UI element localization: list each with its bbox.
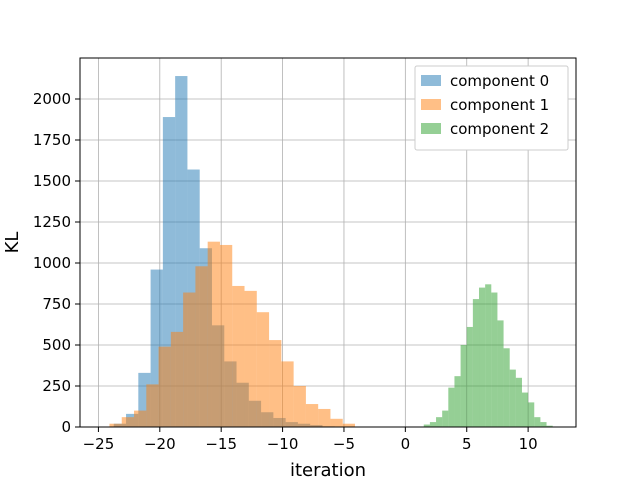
legend-swatch <box>421 75 441 86</box>
histogram-bar <box>528 402 535 427</box>
y-tick-label: 1250 <box>33 213 71 231</box>
series-1 <box>109 241 356 427</box>
legend-label: component 2 <box>450 120 549 138</box>
histogram-bar <box>232 285 245 427</box>
histogram-bar <box>460 345 467 427</box>
y-tick-label: 750 <box>42 295 71 313</box>
legend-swatch <box>421 99 441 110</box>
histogram-bar <box>330 418 343 427</box>
y-tick-label: 1750 <box>33 131 71 149</box>
y-tick-label: 250 <box>42 377 71 395</box>
series-2 <box>423 284 559 427</box>
histogram-bar <box>318 408 331 427</box>
y-tick-label: 1500 <box>33 172 71 190</box>
histogram-bar <box>195 266 208 427</box>
histogram-bar <box>429 422 437 427</box>
histogram-bar <box>183 292 196 427</box>
histogram-bar <box>244 290 257 427</box>
histogram-bar <box>207 241 220 427</box>
histogram-bar <box>509 369 516 427</box>
histogram-bar <box>146 384 159 427</box>
histogram-bar <box>515 377 522 427</box>
histogram-bar <box>121 417 135 427</box>
histogram-bar <box>134 410 147 427</box>
legend-item: component 2 <box>421 120 549 138</box>
histogram-bar <box>540 422 547 427</box>
legend-box <box>414 65 569 151</box>
y-axis-label: KL <box>2 232 23 254</box>
histogram-bar <box>423 424 430 427</box>
y-tick-label: 0 <box>61 418 71 436</box>
histogram-bar <box>436 417 443 427</box>
histogram-bar <box>170 331 184 427</box>
histogram-bar <box>305 404 319 427</box>
histogram-bar <box>281 361 294 427</box>
histogram-bar <box>546 425 553 427</box>
x-tick-label: 5 <box>462 435 472 453</box>
histogram-bar <box>534 417 541 427</box>
y-tick-label: 2000 <box>33 90 71 108</box>
x-tick-label: −20 <box>144 435 176 453</box>
y-tick-label: 1000 <box>33 254 71 272</box>
histogram-bars <box>109 76 559 427</box>
histogram-bar <box>491 292 498 427</box>
histogram-bar <box>454 376 461 427</box>
histogram-bar <box>503 348 510 427</box>
legend-swatch <box>421 123 441 134</box>
legend-item: component 1 <box>421 96 549 114</box>
y-axis-ticks: 0 250 500 750 1000 1250 1500 1750 2000 <box>33 90 80 436</box>
histogram-bar <box>342 423 356 427</box>
histogram-bar <box>485 284 492 427</box>
histogram-bar <box>442 410 449 427</box>
histogram-bar <box>219 244 233 427</box>
x-axis-ticks: −25 −20 −15 −10 −5 0 5 10 <box>83 427 538 453</box>
x-tick-label: −5 <box>333 435 355 453</box>
histogram-bar <box>109 423 122 427</box>
histogram-bar <box>448 387 455 427</box>
histogram-bar <box>521 392 529 427</box>
histogram-bar <box>497 320 504 427</box>
histogram-bar <box>158 346 171 427</box>
y-tick-label: 500 <box>42 336 71 354</box>
legend-item: component 0 <box>421 72 549 90</box>
histogram-bar <box>472 299 480 427</box>
legend: component 0 component 1 component 2 <box>414 65 569 151</box>
x-tick-label: 10 <box>519 435 538 453</box>
x-axis-label: iteration <box>290 460 366 480</box>
x-tick-label: −10 <box>267 435 299 453</box>
histogram-bar <box>256 312 270 427</box>
x-tick-label: −25 <box>83 435 115 453</box>
x-tick-label: 0 <box>401 435 411 453</box>
histogram-bar <box>466 326 473 427</box>
legend-label: component 1 <box>450 96 549 114</box>
legend-label: component 0 <box>450 72 549 90</box>
histogram-bar <box>293 386 306 427</box>
histogram-bar <box>269 340 282 427</box>
plot-frame <box>79 57 577 428</box>
histogram-bar <box>479 287 486 427</box>
x-tick-label: −15 <box>205 435 237 453</box>
